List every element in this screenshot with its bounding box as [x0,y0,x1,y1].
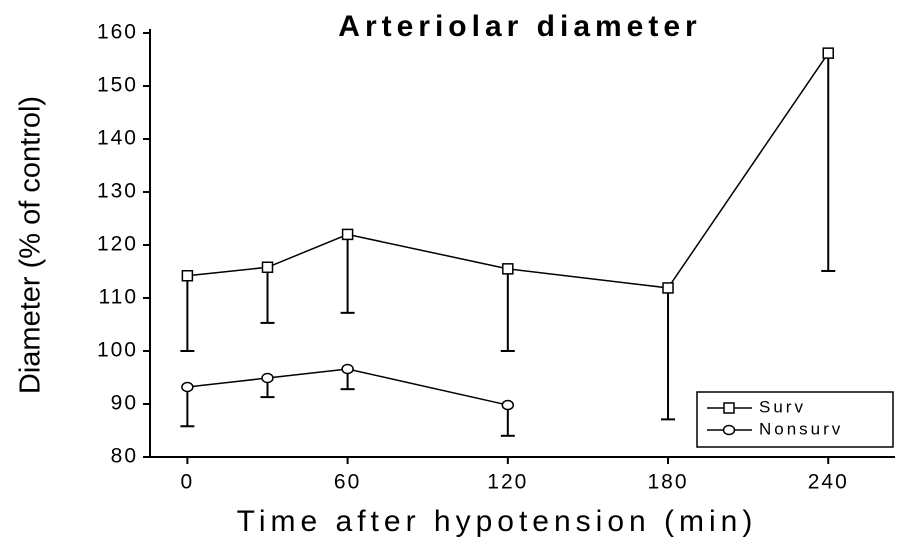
marker [341,228,354,241]
y-tick-label: 160 [97,21,138,44]
x-tick-label: 0 [181,471,195,494]
y-tick-label: 130 [97,180,138,203]
marker [181,269,194,282]
marker [181,381,194,393]
marker [341,363,354,375]
legend-label: Nonsurv [759,419,843,438]
y-tick-label: 140 [97,127,138,150]
y-tick-label: 90 [111,392,138,415]
y-tick-label: 100 [97,339,138,362]
marker [501,399,515,411]
marker [723,402,735,414]
x-axis-label: Time after hypotension (min) [237,505,758,538]
series-line [187,368,508,406]
marker [502,263,514,275]
marker [822,47,834,59]
marker [261,372,274,384]
y-tick-label: 120 [97,233,138,256]
marker [662,282,674,294]
y-tick-label: 110 [99,286,138,309]
x-tick-label: 240 [808,471,849,494]
series-line [187,52,829,289]
marker [261,261,274,274]
y-axis-label: Diameter (% of control) [15,96,47,394]
chart-title: Arteriolar diameter [338,10,701,43]
y-tick-label: 80 [111,445,138,468]
legend-label: Surv [759,397,806,416]
x-tick-label: 60 [334,471,361,494]
y-tick-label: 150 [97,74,138,97]
legend-box [696,391,894,448]
x-tick-label: 120 [487,471,528,494]
marker [722,424,736,436]
x-tick-label: 180 [648,471,689,494]
